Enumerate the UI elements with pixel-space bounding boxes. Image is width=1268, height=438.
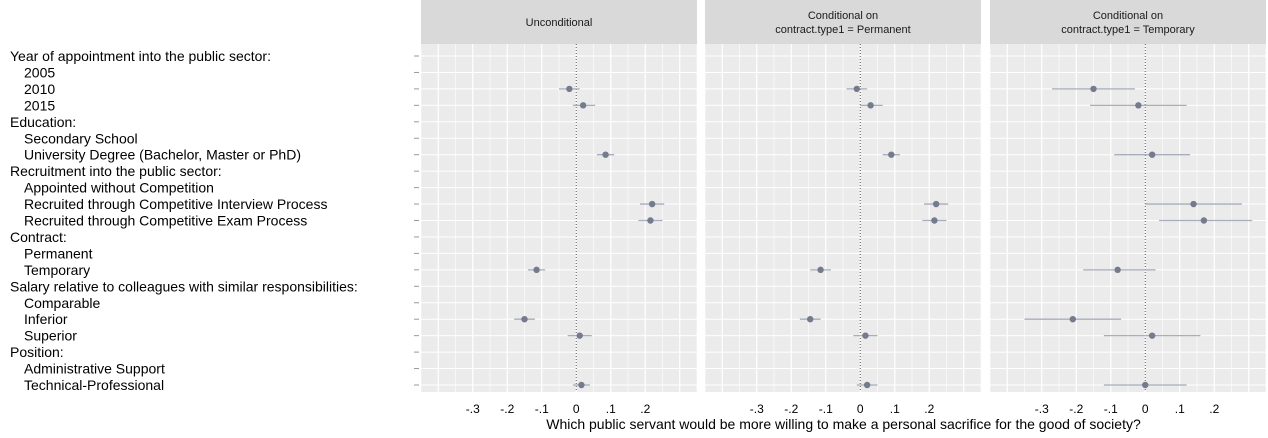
coefficient-point	[602, 151, 609, 158]
x-tick-label: .1	[1175, 402, 1185, 416]
facet-title: Conditional on	[1093, 10, 1163, 22]
coefficient-point	[1069, 316, 1077, 323]
coefficient-point	[931, 217, 938, 224]
coefficient-point	[1090, 85, 1097, 93]
row-group-label: Position:	[10, 344, 64, 360]
x-tick-label: -.3	[466, 402, 480, 416]
row-label: Temporary	[24, 262, 90, 278]
coefficient-point	[817, 266, 824, 274]
facet-panel: Unconditional -.3 -.2 -.1 0 .1 .2	[420, 0, 698, 416]
x-tick-label: .2	[640, 402, 650, 416]
row-group-label: Salary relative to colleagues with simil…	[10, 278, 358, 294]
coefficient-point	[647, 217, 654, 224]
x-tick-label: -.2	[500, 402, 514, 416]
x-tick-label: .2	[924, 402, 934, 416]
coefficient-point	[807, 316, 814, 323]
facet-strip	[421, 0, 697, 44]
coefficient-point	[1148, 151, 1156, 158]
row-label: 2015	[24, 97, 55, 113]
row-group-label: Year of appointment into the public sect…	[10, 48, 271, 64]
coefficient-point	[867, 102, 874, 109]
row-group-label: Contract:	[10, 229, 67, 245]
coefficient-point	[853, 85, 860, 93]
coefficient-point	[932, 200, 940, 208]
x-tick-label: 0	[573, 402, 580, 416]
x-tick-label: -.1	[535, 402, 549, 416]
x-tick-label: 0	[1142, 402, 1149, 416]
facet-title: contract.type1 = Permanent	[775, 24, 910, 36]
coefficient-point	[888, 151, 895, 158]
coefficient-point	[1142, 381, 1149, 389]
coefficient-point	[576, 332, 583, 339]
coefficient-point	[863, 381, 871, 389]
x-tick-label: .1	[606, 402, 616, 416]
x-tick-label: .1	[890, 402, 900, 416]
row-label: Permanent	[24, 245, 93, 261]
x-tick-label: -.1	[1104, 402, 1118, 416]
row-label: Comparable	[24, 295, 100, 311]
coefficient-point	[1114, 266, 1121, 274]
facet-title: Conditional on	[808, 10, 878, 22]
coefficient-point	[862, 332, 869, 339]
coefficient-point	[648, 200, 656, 208]
x-tick-label: -.2	[1069, 402, 1083, 416]
row-label: Superior	[24, 328, 77, 344]
row-label: 2010	[24, 81, 55, 97]
coefficient-point	[1200, 217, 1208, 224]
row-label: Secondary School	[24, 130, 138, 146]
row-labels: Year of appointment into the public sect…	[10, 48, 419, 393]
row-label: Appointed without Competition	[24, 180, 214, 196]
facet-panel: Conditional on contract.type1 = Temporary…	[989, 0, 1267, 416]
coefficient-point	[566, 85, 573, 93]
facet-title: Unconditional	[526, 17, 593, 29]
facet-strip	[705, 0, 981, 44]
row-label: Recruited through Competitive Exam Proce…	[24, 213, 307, 229]
row-label: Recruited through Competitive Interview …	[24, 196, 327, 212]
facet-panel: Conditional on contract.type1 = Permanent…	[704, 0, 982, 416]
coefficient-point	[533, 266, 540, 274]
x-tick-label: .2	[1209, 402, 1219, 416]
row-group-label: Recruitment into the public sector:	[10, 163, 222, 179]
x-tick-label: 0	[857, 402, 864, 416]
coefficient-point	[1148, 332, 1156, 339]
coefficient-point	[579, 102, 587, 109]
row-label: 2005	[24, 64, 55, 80]
facet-title: contract.type1 = Temporary	[1061, 24, 1195, 36]
x-tick-label: -.1	[819, 402, 833, 416]
row-label: Administrative Support	[24, 361, 165, 377]
row-group-label: Education:	[10, 114, 76, 130]
row-label: Technical-Professional	[24, 377, 164, 393]
facet-strip	[990, 0, 1266, 44]
row-label: Inferior	[24, 311, 68, 327]
coefficient-point	[578, 381, 585, 389]
coefficient-point	[1190, 200, 1197, 208]
x-tick-label: -.3	[750, 402, 764, 416]
coefficient-point	[521, 316, 528, 323]
x-tick-label: -.3	[1035, 402, 1049, 416]
x-axis-title: Which public servant would be more willi…	[546, 416, 1141, 432]
row-label: University Degree (Bachelor, Master or P…	[24, 147, 301, 163]
x-tick-label: -.2	[784, 402, 798, 416]
coefficient-point	[1135, 102, 1142, 109]
